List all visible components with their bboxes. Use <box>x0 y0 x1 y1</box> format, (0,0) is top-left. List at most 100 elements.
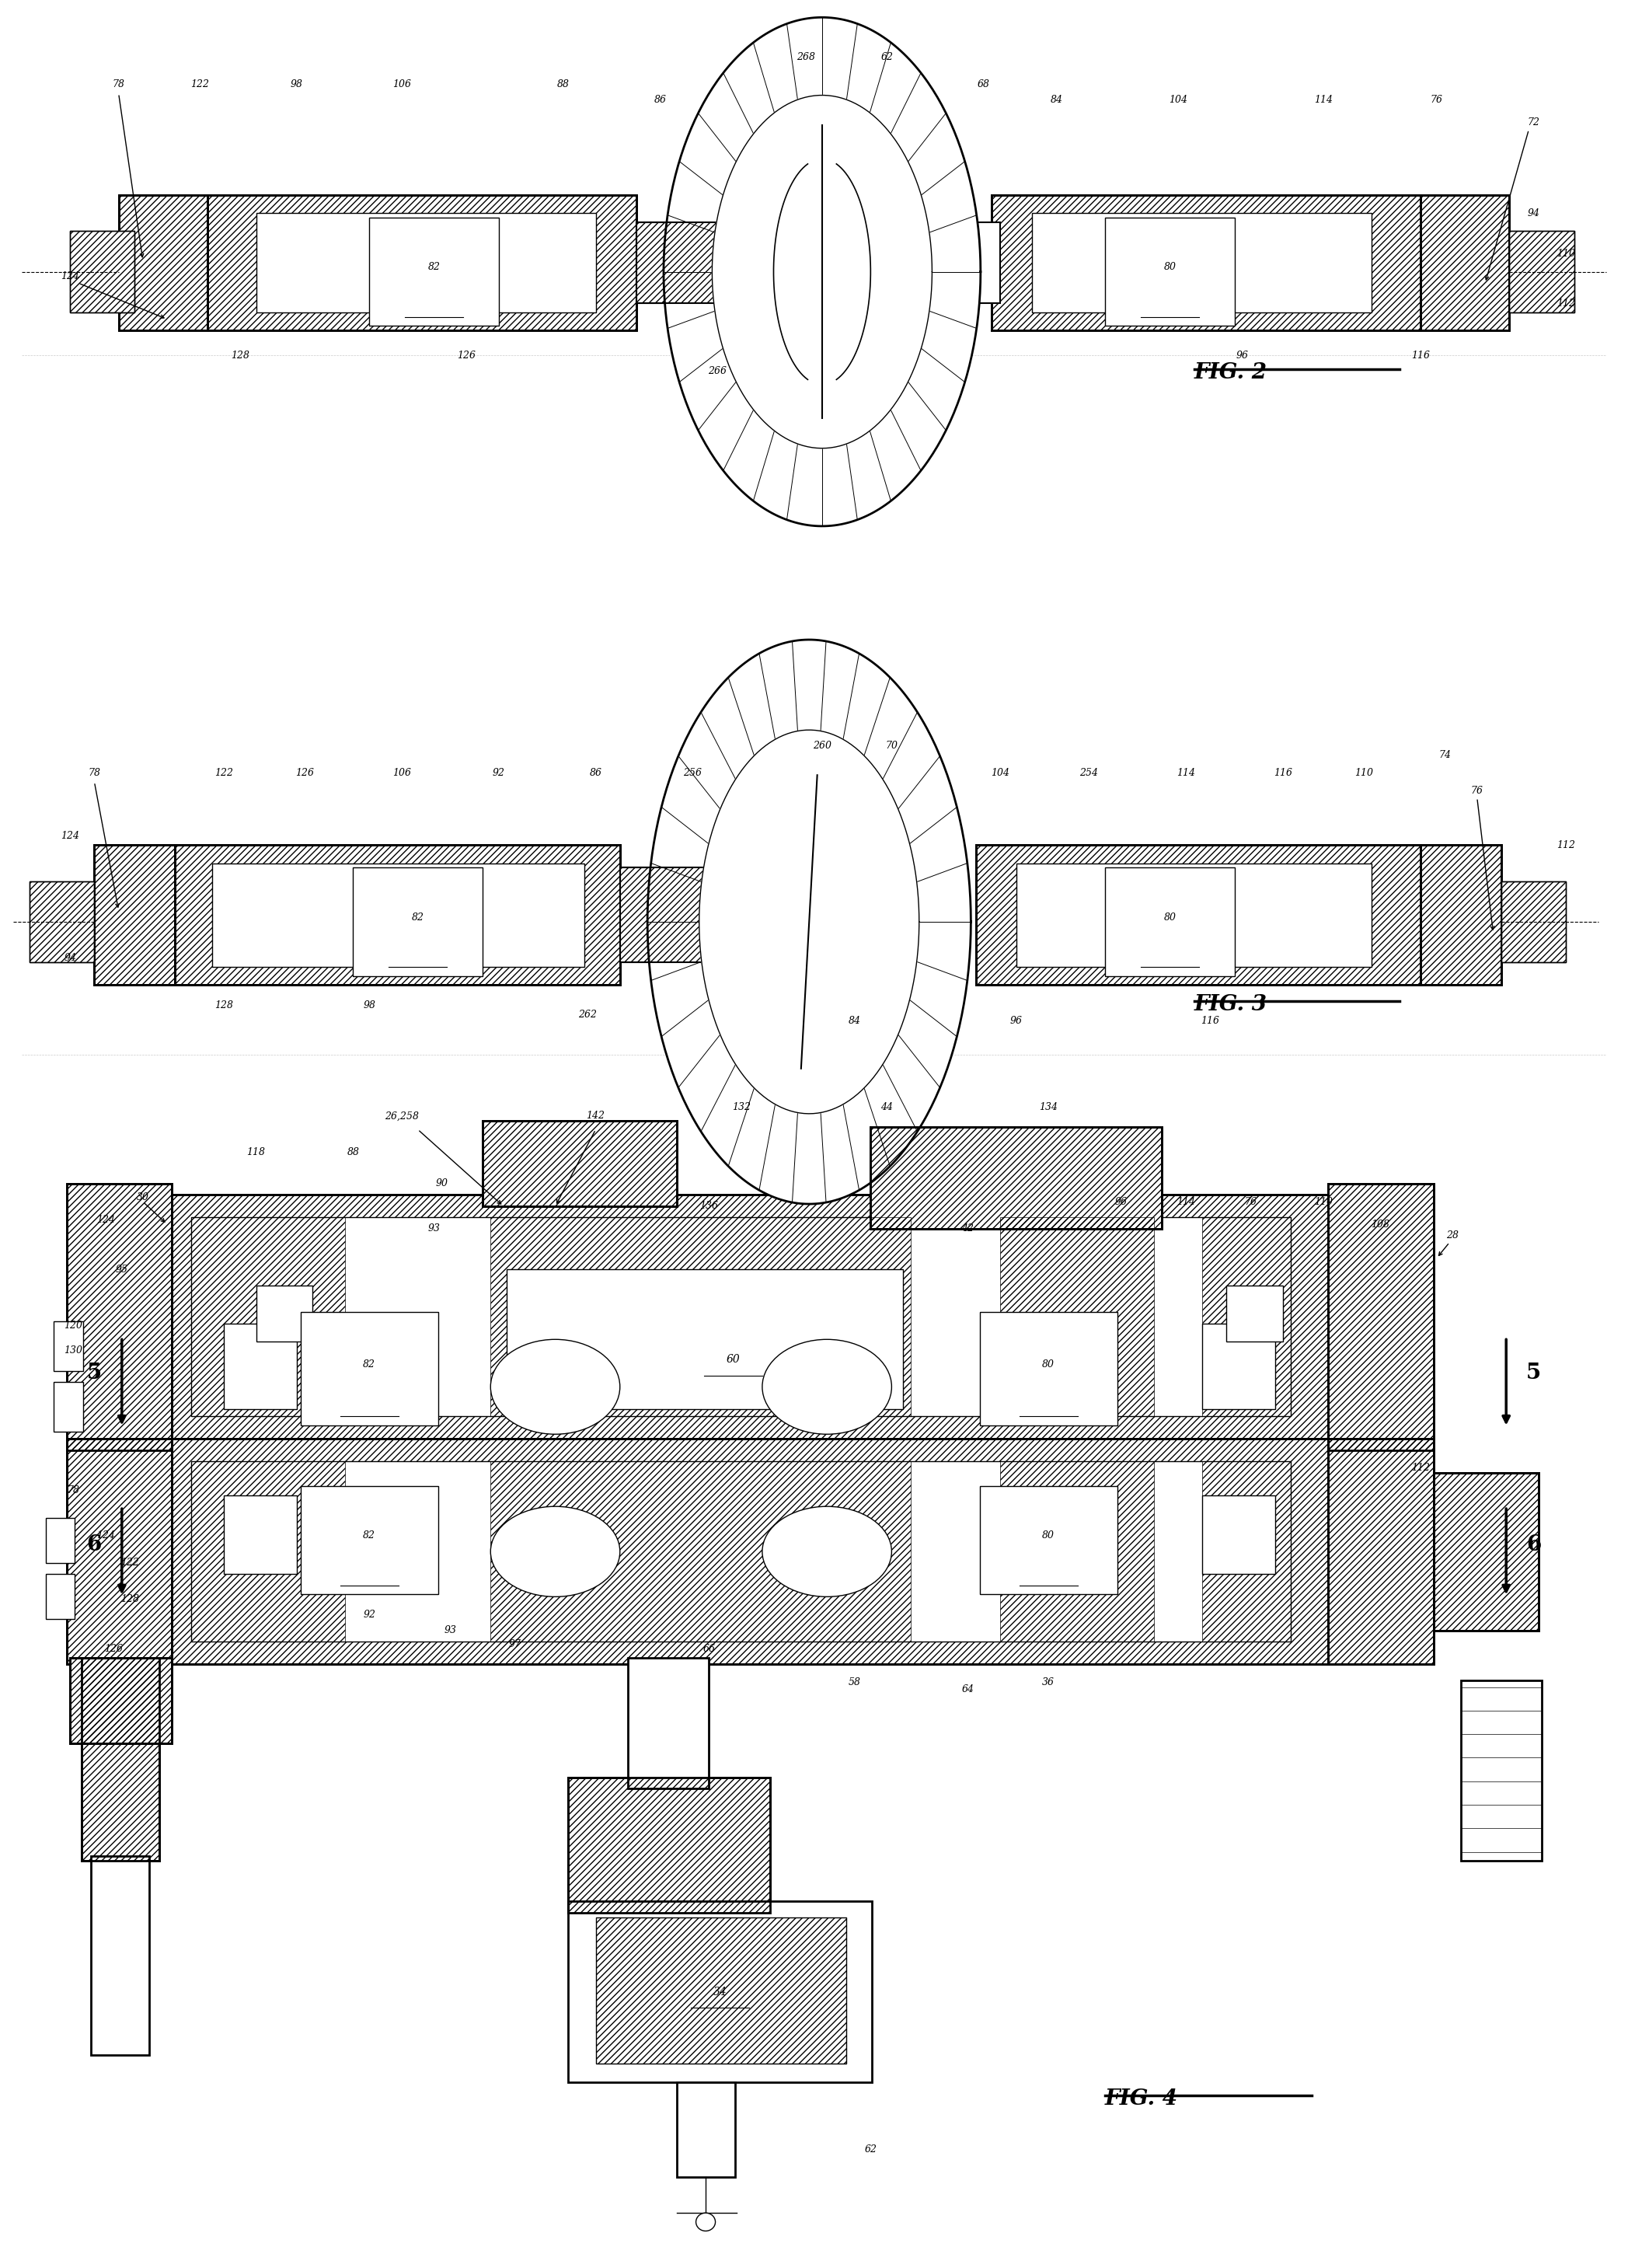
Bar <box>1421 846 1501 984</box>
Bar <box>223 1325 296 1408</box>
Bar <box>1421 846 1501 984</box>
Text: 6: 6 <box>86 1535 103 1556</box>
Text: 84: 84 <box>1050 95 1063 104</box>
Text: 130: 130 <box>63 1345 83 1356</box>
Text: 116: 116 <box>1411 349 1429 361</box>
Text: 104: 104 <box>1169 95 1187 104</box>
Text: FIG. 4: FIG. 4 <box>1105 2089 1179 2109</box>
Bar <box>620 869 814 962</box>
Bar <box>1201 1461 1291 1642</box>
Text: 112: 112 <box>1411 1463 1429 1474</box>
Bar <box>1000 1218 1154 1415</box>
Bar <box>46 1574 75 1619</box>
Text: 58: 58 <box>848 1678 861 1687</box>
Text: 5: 5 <box>86 1363 103 1383</box>
Text: 36: 36 <box>1042 1678 1055 1687</box>
Text: 126: 126 <box>295 769 314 778</box>
Text: FIG. 3: FIG. 3 <box>1193 993 1267 1016</box>
Bar <box>1328 1438 1433 1665</box>
Bar <box>620 869 814 962</box>
Text: 78: 78 <box>88 769 101 778</box>
Text: 122: 122 <box>215 769 233 778</box>
Bar <box>1201 1325 1275 1408</box>
Text: 114: 114 <box>1177 1198 1195 1207</box>
Bar <box>568 1778 770 1912</box>
Bar <box>871 1127 1162 1229</box>
Bar <box>119 195 207 331</box>
Bar <box>54 1322 83 1372</box>
Bar <box>568 1901 873 2082</box>
Text: 84: 84 <box>848 1016 861 1025</box>
Text: 6: 6 <box>1525 1535 1542 1556</box>
Bar <box>192 1218 1291 1415</box>
Bar <box>207 195 637 331</box>
Bar <box>1105 869 1234 975</box>
Text: 124: 124 <box>96 1216 116 1225</box>
Text: 118: 118 <box>247 1148 265 1157</box>
Text: 82: 82 <box>428 263 440 272</box>
Text: 82: 82 <box>363 1531 376 1540</box>
Text: 80: 80 <box>1042 1531 1055 1540</box>
Bar <box>1328 1184 1433 1449</box>
Bar <box>70 231 135 313</box>
Ellipse shape <box>695 2214 715 2232</box>
Bar <box>871 1127 1162 1229</box>
Bar <box>1460 1681 1542 1860</box>
Text: 62: 62 <box>864 2146 877 2155</box>
Text: 76: 76 <box>1244 1198 1257 1207</box>
Text: FIG. 2: FIG. 2 <box>1193 363 1267 383</box>
Bar <box>256 213 596 313</box>
Text: 96: 96 <box>1115 1198 1128 1207</box>
Bar <box>164 1195 1328 1438</box>
Text: 78: 78 <box>112 79 125 88</box>
Text: 92: 92 <box>492 769 505 778</box>
Bar <box>991 195 1421 331</box>
Bar <box>1501 882 1566 962</box>
Text: 94: 94 <box>1527 209 1540 218</box>
Bar <box>1016 864 1372 966</box>
Bar <box>212 864 584 966</box>
Text: 88: 88 <box>557 79 570 88</box>
Text: 92: 92 <box>363 1610 376 1619</box>
Text: 97: 97 <box>508 1640 521 1649</box>
Bar <box>482 1120 677 1207</box>
Ellipse shape <box>762 1340 892 1433</box>
Bar <box>119 195 207 331</box>
Bar <box>370 218 498 327</box>
Bar <box>223 1495 296 1574</box>
Text: 80: 80 <box>1164 263 1175 272</box>
Bar <box>54 1381 83 1431</box>
Text: 262: 262 <box>578 1009 597 1018</box>
Polygon shape <box>698 730 920 1114</box>
Bar <box>70 231 135 313</box>
Text: 26,258: 26,258 <box>384 1111 418 1120</box>
Text: 124: 124 <box>60 830 80 841</box>
Bar <box>1421 195 1509 331</box>
Bar <box>1000 1461 1154 1642</box>
Bar <box>81 1658 160 1860</box>
Bar <box>596 1916 847 2064</box>
Bar <box>980 1313 1117 1424</box>
Bar <box>490 1461 912 1642</box>
Bar <box>207 195 637 331</box>
Text: 124: 124 <box>96 1531 116 1540</box>
Text: 96: 96 <box>1236 349 1249 361</box>
Text: 78: 78 <box>67 1486 80 1495</box>
Bar <box>353 869 482 975</box>
Text: 96: 96 <box>1009 1016 1022 1025</box>
Text: 116: 116 <box>1201 1016 1219 1025</box>
Text: 94: 94 <box>63 953 77 964</box>
Bar <box>1201 1495 1275 1574</box>
Bar <box>490 1218 912 1415</box>
Bar <box>1509 231 1574 313</box>
Text: 122: 122 <box>190 79 208 88</box>
Text: 124: 124 <box>60 272 80 281</box>
Text: 116: 116 <box>1273 769 1293 778</box>
Bar <box>677 2082 734 2177</box>
Bar <box>192 1218 345 1415</box>
Text: 122: 122 <box>120 1558 140 1567</box>
Text: 28: 28 <box>1447 1232 1459 1241</box>
Bar <box>81 1658 160 1860</box>
Bar <box>991 195 1421 331</box>
Bar <box>67 1184 173 1449</box>
